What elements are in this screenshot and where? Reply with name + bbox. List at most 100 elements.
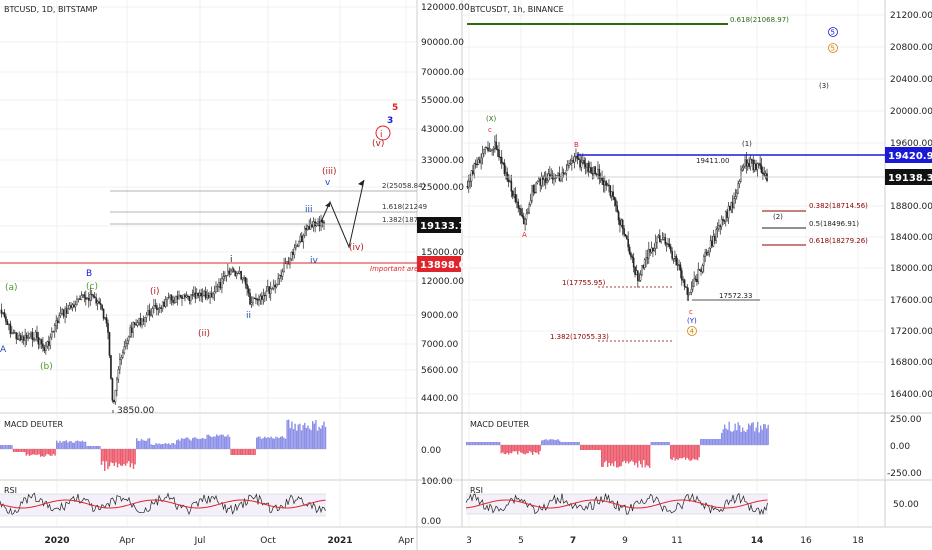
macd-bar [24,449,26,452]
macd-bar [240,449,242,455]
resistance-tag: 19420.91 [888,151,932,162]
candle-body [280,275,282,277]
macd-bar [320,428,322,449]
macd-bar [754,431,756,445]
candle-body [317,221,319,224]
candle-body [221,278,223,289]
candle-body [96,301,99,304]
candle-body [711,240,713,247]
macd-bar [568,442,570,445]
candle-body [701,265,704,272]
macd-bar [99,446,101,449]
candle-body [262,294,265,300]
wave-label-iii-small: iii [305,205,313,215]
macd-bar [193,437,196,449]
wave-label-3: 3 [387,116,393,126]
macd-bar [198,438,200,449]
fib-label-0382: 0.382(18714.56) [809,202,868,210]
right-y-tick: 21200.00 [890,11,932,21]
candle-body [3,312,6,317]
macd-bar [643,445,645,461]
candle-body [654,242,657,249]
candle-body [298,241,300,247]
candle-body [86,298,89,300]
macd-bar [650,442,652,445]
candle-body [119,359,121,370]
macd-bar [560,442,562,445]
candle-body [15,332,18,340]
candle-body [215,286,217,292]
macd-bar [542,440,544,445]
macd-bar [737,422,739,445]
macd-bar [208,434,210,449]
wave-label-iv-small: iv [310,256,319,266]
candle-body [277,278,279,285]
macd-bar [665,442,667,445]
candle-body [258,299,260,301]
candle-body [148,310,151,316]
candle-body [133,322,136,325]
candle-body [59,312,62,316]
macd-bar [108,449,111,467]
macd-bar [647,445,649,467]
macd-bar [0,445,2,449]
left-x-tick: Apr [398,536,414,546]
left-x-tick: 2020 [44,536,69,546]
macd-bar [722,429,724,445]
candle-body [27,336,29,339]
candle-body [55,320,58,326]
macd-bar [677,445,679,461]
macd-bar [700,439,702,445]
macd-bar [761,429,763,445]
macd-bar [248,449,250,455]
candle-body [161,301,164,309]
macd-bar [745,432,747,445]
candle-body [663,237,665,240]
candle-body [145,314,148,318]
candle-body [683,279,686,287]
candle-body [762,172,764,174]
candle-body [67,308,69,314]
macd-bar [730,431,732,445]
macd-bar [323,421,325,449]
macd-bar [148,438,151,449]
macd-bar [652,442,654,445]
candle-body [48,341,50,346]
candle-body [532,185,535,193]
macd-bar [676,445,678,460]
macd-bar [566,442,568,445]
left-y-tick: 120000.00 [421,3,470,13]
macd-bar [610,445,612,466]
macd-bar [227,434,229,449]
macd-bar [113,449,116,466]
candle-body [521,214,524,217]
macd-bar [57,442,60,449]
macd-bar [238,449,240,455]
candle-body [293,247,296,255]
candle-body [632,257,635,268]
macd-bar [241,449,244,455]
candle-body [18,335,21,340]
macd-bar [751,423,753,445]
macd-bar [81,440,84,449]
candle-body [156,305,158,310]
candle-body [615,199,617,206]
macd-bar [569,442,571,445]
macd-bar [503,445,505,455]
left-y-tick: 25000.00 [421,183,464,193]
candle-body [565,170,568,174]
right-x-tick: 14 [751,536,764,546]
macd-bar [592,445,594,450]
candle-body [740,169,742,182]
macd-bar [73,442,76,449]
macd-bar [620,445,622,467]
macd-bar [548,439,550,445]
candle-body [705,251,708,255]
candle-body [748,162,750,167]
macd-bar [275,436,277,449]
candle-body [206,294,208,299]
candle-body [488,150,491,152]
macd-bar [249,449,252,455]
macd-bar [308,428,311,449]
macd-bar [764,424,766,445]
